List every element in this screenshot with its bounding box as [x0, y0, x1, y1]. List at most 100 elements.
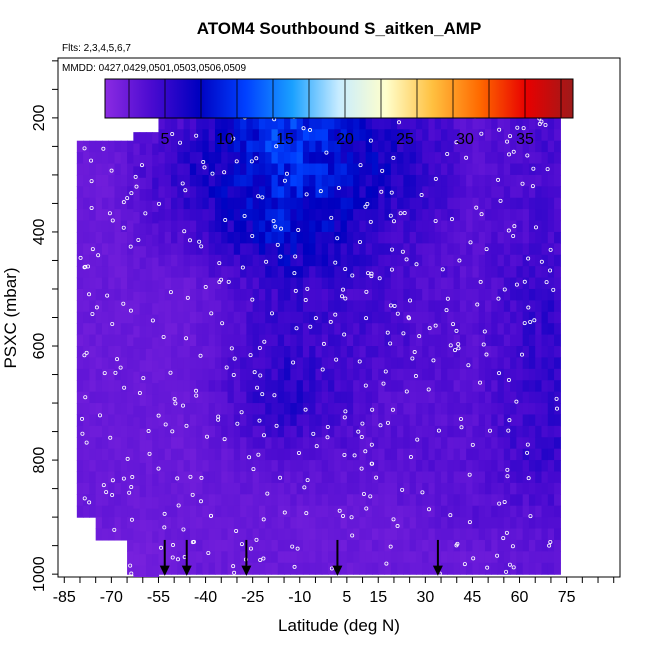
heatmap-cell: [296, 482, 304, 495]
heatmap-cell: [227, 414, 235, 427]
heatmap-cell: [491, 277, 499, 290]
heatmap-cell: [114, 254, 122, 267]
sample-point: [184, 423, 189, 428]
heatmap-cell: [309, 562, 317, 575]
heatmap-cell: [397, 117, 404, 130]
heatmap-cell: [83, 140, 90, 153]
heatmap-cell: [296, 380, 304, 393]
heatmap-cell: [447, 129, 455, 142]
heatmap-cell: [127, 562, 134, 575]
heatmap-cell: [252, 209, 260, 222]
heatmap-cell: [491, 357, 499, 370]
heatmap-cell: [522, 197, 530, 210]
heatmap-cell: [478, 539, 486, 552]
heatmap-cell: [447, 471, 455, 484]
heatmap-cell: [284, 323, 291, 336]
heatmap-cell: [365, 243, 373, 256]
sample-point: [433, 218, 438, 223]
heatmap-cell: [221, 231, 229, 244]
heatmap-cell: [441, 140, 448, 153]
heatmap-cell: [466, 505, 474, 518]
heatmap-cell: [240, 231, 247, 244]
heatmap-cell: [101, 323, 109, 336]
heatmap-cell: [152, 143, 160, 156]
heatmap-cell: [240, 346, 247, 359]
sample-point: [335, 236, 340, 241]
heatmap-cell: [233, 403, 241, 416]
heatmap-cell: [133, 371, 141, 384]
sample-point: [197, 239, 202, 244]
heatmap-cell: [472, 562, 480, 575]
heatmap-cell: [522, 288, 530, 301]
heatmap-cell: [484, 174, 492, 187]
heatmap-cell: [196, 437, 204, 450]
heatmap-cell: [409, 437, 417, 450]
heatmap-cell: [277, 482, 285, 495]
heatmap-cell: [290, 288, 298, 301]
heatmap-cell: [522, 437, 530, 450]
heatmap-cell: [409, 528, 417, 541]
heatmap-cell: [277, 346, 285, 359]
heatmap-cell: [346, 460, 354, 473]
heatmap-cell: [359, 186, 367, 199]
heatmap-cell: [152, 314, 160, 327]
heatmap-cell: [422, 425, 430, 438]
heatmap-cell: [516, 380, 524, 393]
heatmap-cell: [214, 231, 222, 244]
heatmap-cell: [152, 485, 160, 498]
heatmap-cell: [277, 471, 285, 484]
heatmap-cell: [541, 266, 549, 279]
heatmap-cell: [177, 277, 185, 290]
heatmap-cell: [252, 482, 260, 495]
heatmap-cell: [284, 482, 291, 495]
heatmap-cell: [434, 231, 442, 244]
heatmap-cell: [365, 471, 373, 484]
heatmap-cell: [315, 186, 323, 199]
heatmap-cell: [177, 174, 185, 187]
heatmap-cell: [89, 231, 97, 244]
heatmap-cell: [516, 471, 524, 484]
heatmap-cell: [214, 174, 222, 187]
heatmap-cell: [183, 323, 191, 336]
heatmap-cell: [158, 539, 166, 552]
heatmap-cell: [83, 186, 90, 199]
sample-point: [512, 224, 517, 229]
heatmap-cell: [484, 357, 492, 370]
heatmap-cell: [428, 266, 436, 279]
heatmap-cell: [510, 288, 517, 301]
heatmap-cell: [340, 243, 348, 256]
sample-point: [121, 200, 126, 205]
sample-point: [249, 159, 254, 164]
heatmap-cell: [233, 346, 241, 359]
heatmap-cell: [484, 380, 492, 393]
heatmap-cell: [139, 280, 147, 293]
heatmap-cell: [497, 311, 505, 324]
heatmap-cell: [95, 528, 103, 541]
heatmap-cell: [340, 425, 348, 438]
heatmap-cell: [328, 357, 335, 370]
heatmap-cell: [240, 140, 247, 153]
heatmap-cell: [302, 460, 310, 473]
heatmap-cell: [214, 129, 222, 142]
sample-point: [533, 225, 538, 230]
heatmap-cell: [459, 403, 467, 416]
heatmap-cell: [302, 448, 310, 461]
heatmap-cell: [497, 152, 505, 165]
sample-point: [485, 565, 490, 570]
heatmap-cell: [547, 254, 555, 267]
colorbar-tick-label: 25: [396, 131, 414, 148]
heatmap-cell: [321, 243, 329, 256]
sample-point: [162, 511, 167, 516]
sample-point: [163, 422, 168, 427]
heatmap-cell: [422, 380, 430, 393]
heatmap-cell: [472, 277, 480, 290]
heatmap-cell: [390, 437, 398, 450]
heatmap-cell: [284, 311, 291, 324]
heatmap-cell: [453, 334, 461, 347]
heatmap-cell: [252, 129, 260, 142]
heatmap-cell: [353, 517, 361, 530]
heatmap-cell: [83, 357, 90, 370]
sample-point: [413, 374, 418, 379]
heatmap-cell: [309, 494, 317, 507]
heatmap-cell: [120, 288, 128, 301]
